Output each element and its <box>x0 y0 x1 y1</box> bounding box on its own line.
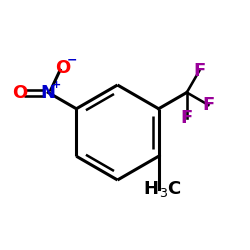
Text: O: O <box>12 84 27 102</box>
Text: F: F <box>202 96 214 114</box>
Text: O: O <box>55 58 70 76</box>
Text: N: N <box>41 84 56 102</box>
Text: $_3$C: $_3$C <box>159 179 182 199</box>
Text: F: F <box>193 62 205 80</box>
Text: −: − <box>67 54 77 66</box>
Text: H: H <box>144 180 159 198</box>
Text: +: + <box>52 80 61 90</box>
Text: F: F <box>181 108 193 126</box>
